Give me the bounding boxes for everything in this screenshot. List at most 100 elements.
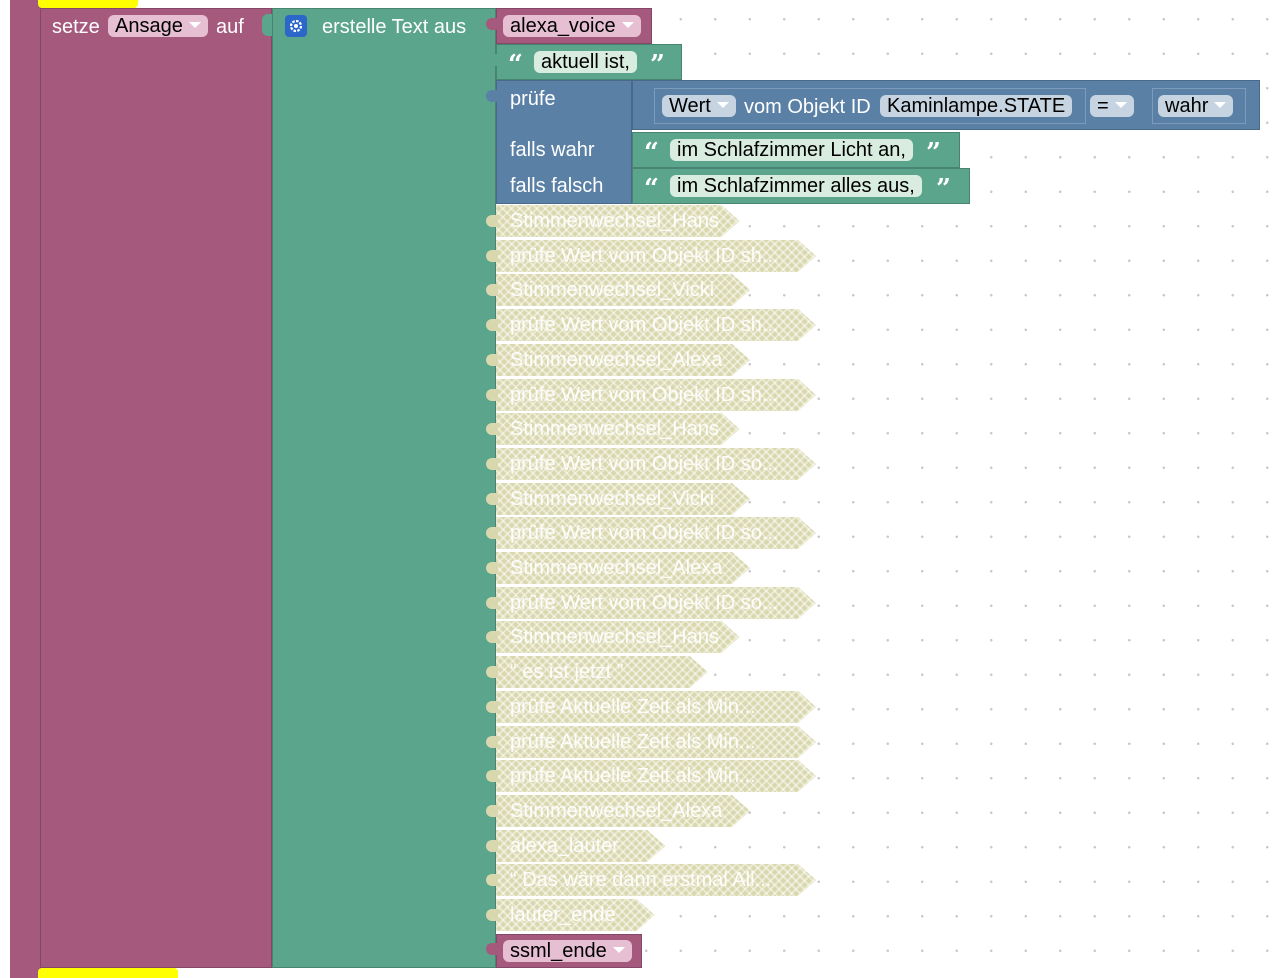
connector-nub xyxy=(486,666,498,678)
disabled-input-block[interactable] xyxy=(496,413,739,445)
open-quote-icon: “ xyxy=(508,50,523,80)
disabled-block-label: lauter_ende xyxy=(510,904,616,926)
disabled-input-block[interactable] xyxy=(496,587,816,619)
disabled-block-label: prüfe Wert vom Objekt ID sh... xyxy=(510,314,779,336)
connector-nub xyxy=(486,909,498,921)
disabled-block-label: Stimmenwechsel_Alexa xyxy=(510,800,723,822)
disabled-input-block[interactable] xyxy=(496,483,750,515)
bool-dropdown[interactable]: wahr xyxy=(1158,95,1234,117)
connector-nub xyxy=(486,631,498,643)
connector-nub xyxy=(262,14,272,36)
connector-nub xyxy=(486,943,498,955)
disabled-input-block[interactable] xyxy=(496,205,739,237)
disabled-input-block[interactable] xyxy=(496,656,708,688)
disabled-block-label: prüfe Aktuelle Zeit als Min... xyxy=(510,765,756,787)
ternary-block[interactable] xyxy=(496,80,632,204)
disabled-block-label: Stimmenwechsel_Alexa xyxy=(510,557,723,579)
connector-nub xyxy=(486,701,498,713)
close-quote-icon: ” xyxy=(926,138,941,168)
connector-nub xyxy=(486,562,498,574)
connector-nub xyxy=(486,527,498,539)
operator-dropdown[interactable]: = xyxy=(1090,95,1134,117)
disabled-block-label: prüfe Aktuelle Zeit als Min... xyxy=(510,696,756,718)
open-quote-icon: “ xyxy=(644,138,659,168)
disabled-block-label: prüfe Aktuelle Zeit als Min... xyxy=(510,731,756,753)
set-keyword: setze xyxy=(52,16,100,38)
connector-nub xyxy=(486,770,498,782)
disabled-block-label: alexa_lauter xyxy=(510,835,619,857)
gear-icon[interactable] xyxy=(285,15,307,37)
false-text-field[interactable]: im Schlafzimmer alles aus, xyxy=(670,175,922,197)
connector-nub xyxy=(486,840,498,852)
ternary-if-true-label: falls wahr xyxy=(510,139,595,161)
true-text: im Schlafzimmer Licht an, xyxy=(677,139,906,161)
close-quote-icon: ” xyxy=(936,174,951,204)
disabled-input-block[interactable] xyxy=(496,240,816,272)
disabled-block-label: prüfe Wert vom Objekt ID so... xyxy=(510,453,779,475)
disabled-block-label: Stimmenwechsel_Hans xyxy=(510,210,719,232)
false-text: im Schlafzimmer alles aus, xyxy=(677,175,915,197)
disabled-input-block[interactable] xyxy=(496,760,816,792)
ternary-if-false-label: falls falsch xyxy=(510,175,604,197)
chevron-down-icon xyxy=(716,101,729,108)
disabled-input-block[interactable] xyxy=(496,379,816,411)
open-quote-icon: “ xyxy=(644,174,659,204)
object-id-field[interactable]: Kaminlampe.STATE xyxy=(880,95,1073,117)
to-keyword: auf xyxy=(216,16,244,38)
alexa-voice-name: alexa_voice xyxy=(510,15,616,37)
connector-nub xyxy=(486,54,498,66)
aktuell-text: aktuell ist, xyxy=(541,51,630,73)
variable-name: Ansage xyxy=(115,15,183,37)
disabled-input-block[interactable] xyxy=(496,517,816,549)
connector-nub xyxy=(486,597,498,609)
alexa-voice-dropdown[interactable]: alexa_voice xyxy=(503,15,641,37)
set-variable-block[interactable] xyxy=(40,8,272,968)
outer-block-bar[interactable] xyxy=(10,0,41,978)
chevron-down-icon xyxy=(188,21,201,28)
connector-nub xyxy=(486,90,498,102)
value-dropdown[interactable]: Wert xyxy=(662,95,736,117)
disabled-input-block[interactable] xyxy=(496,309,816,341)
true-text-field[interactable]: im Schlafzimmer Licht an, xyxy=(670,139,913,161)
ssml-ende-dropdown[interactable]: ssml_ende xyxy=(503,940,632,962)
highlight-block-top[interactable] xyxy=(38,0,138,8)
disabled-block-label: prüfe Wert vom Objekt ID so... xyxy=(510,522,779,544)
disabled-input-block[interactable] xyxy=(496,621,739,653)
disabled-input-block[interactable] xyxy=(496,864,816,896)
connector-nub xyxy=(486,423,498,435)
disabled-block-label: prüfe Wert vom Objekt ID sh... xyxy=(510,245,779,267)
aktuell-text-field[interactable]: aktuell ist, xyxy=(534,51,637,73)
ssml-ende-name: ssml_ende xyxy=(510,940,607,962)
text-join-block[interactable] xyxy=(272,8,496,968)
disabled-block-label: prüfe Wert vom Objekt ID sh... xyxy=(510,384,779,406)
disabled-input-block[interactable] xyxy=(496,830,665,862)
disabled-input-block[interactable] xyxy=(496,274,750,306)
disabled-input-block[interactable] xyxy=(496,726,816,758)
value-dropdown-label: Wert xyxy=(669,95,711,117)
chevron-down-icon xyxy=(1114,101,1127,108)
connector-nub xyxy=(486,18,498,30)
disabled-input-block[interactable] xyxy=(496,899,655,931)
variable-dropdown[interactable]: Ansage xyxy=(108,15,208,37)
chevron-down-icon xyxy=(621,21,634,28)
disabled-input-block[interactable] xyxy=(496,344,750,376)
connector-nub xyxy=(486,215,498,227)
disabled-block-label: Stimmenwechsel_Alexa xyxy=(510,349,723,371)
connector-nub xyxy=(486,493,498,505)
disabled-block-label: prüfe Wert vom Objekt ID so... xyxy=(510,592,779,614)
object-id: Kaminlampe.STATE xyxy=(887,95,1066,117)
from-object-label: vom Objekt ID xyxy=(744,96,871,118)
connector-nub xyxy=(486,736,498,748)
disabled-input-block[interactable] xyxy=(496,448,816,480)
chevron-down-icon xyxy=(612,946,625,953)
disabled-input-block[interactable] xyxy=(496,552,750,584)
connector-nub xyxy=(486,805,498,817)
text-join-label: erstelle Text aus xyxy=(322,16,467,38)
connector-nub xyxy=(486,354,498,366)
disabled-block-label: Stimmenwechsel_Vicki xyxy=(510,488,715,510)
disabled-block-label: Stimmenwechsel_Vicki xyxy=(510,279,715,301)
highlight-block-bottom[interactable] xyxy=(38,968,178,978)
connector-nub xyxy=(486,250,498,262)
disabled-input-block[interactable] xyxy=(496,795,750,827)
disabled-input-block[interactable] xyxy=(496,691,816,723)
